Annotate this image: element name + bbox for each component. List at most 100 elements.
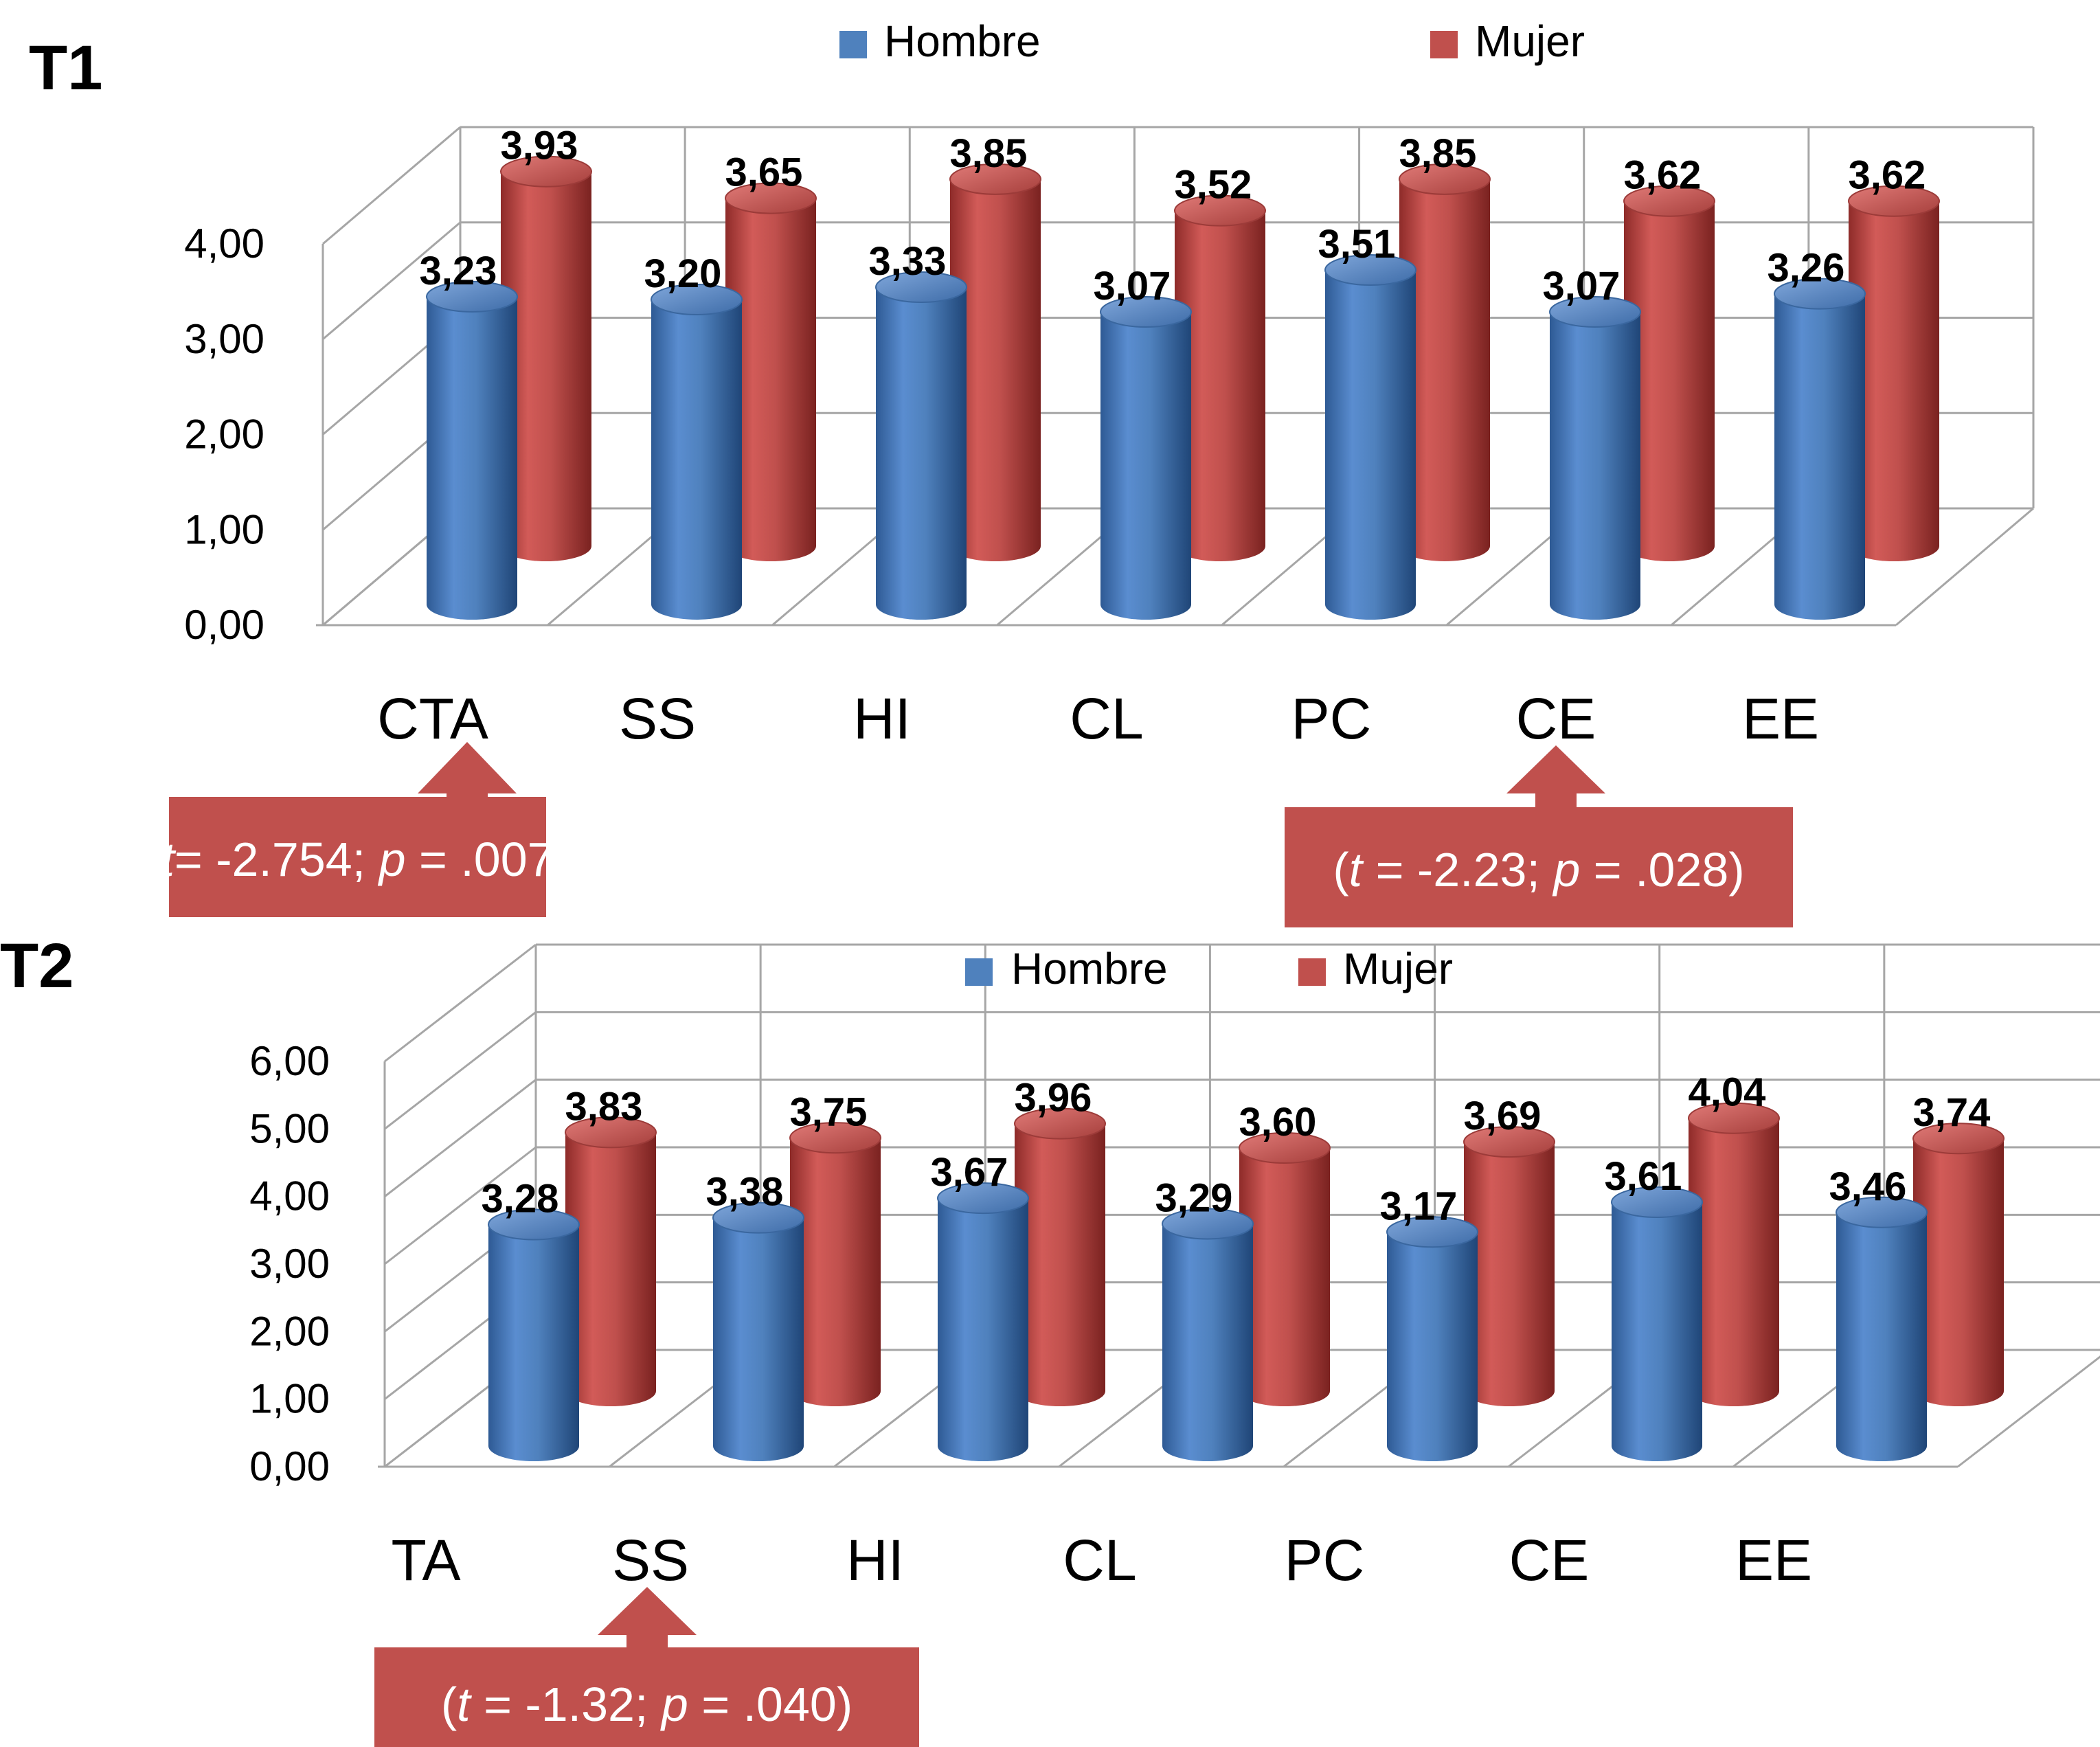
bar-top: [1688, 1102, 1780, 1134]
data-label-hombre: 3,26: [1768, 246, 1845, 291]
bar-top: [1836, 1196, 1928, 1228]
bar-body: [876, 286, 967, 620]
up-arrow-icon: [1506, 745, 1605, 809]
panel-label-t1: T1: [29, 33, 102, 103]
data-label-hombre: 3,17: [1380, 1184, 1458, 1228]
data-label-hombre: 3,07: [1543, 264, 1621, 308]
data-label-hombre: 3,23: [420, 249, 497, 293]
annotation-text: (t = -2.23; p = .028): [1333, 843, 1744, 897]
data-label-mujer: 3,83: [565, 1084, 643, 1129]
bar-hombre: [1324, 253, 1416, 620]
bar-body: [1175, 210, 1265, 561]
y-tick-label: 3,00: [249, 1241, 330, 1287]
annotation-text: (t= -2.754; p = .007): [145, 833, 570, 886]
bar-body: [651, 300, 742, 620]
bar-body: [1836, 1212, 1927, 1461]
bar-body: [1464, 1142, 1555, 1406]
bar-top: [565, 1116, 657, 1149]
bar-body: [1325, 269, 1416, 620]
bar-top: [1549, 296, 1641, 328]
data-label-hombre: 3,07: [1094, 264, 1171, 308]
bar-top: [1399, 163, 1491, 195]
bar-body: [1550, 312, 1640, 620]
legend-label-hombre: Hombre: [1011, 944, 1168, 993]
data-label-mujer: 3,62: [1624, 153, 1702, 198]
data-label-mujer: 3,74: [1913, 1090, 1991, 1135]
data-label-mujer: 4,04: [1689, 1070, 1766, 1115]
legend-label-mujer: Mujer: [1343, 944, 1453, 993]
bar-body: [1624, 201, 1715, 562]
bar-body: [938, 1198, 1028, 1461]
x-axis-t2: TA SS HI CL PC CE EE: [391, 1528, 1812, 1592]
bar-top: [725, 182, 817, 214]
data-label-mujer: 3,52: [1175, 163, 1252, 207]
bar-mujer: [1848, 185, 1940, 562]
data-label-mujer: 3,62: [1849, 153, 1926, 198]
legend-t1: Hombre Mujer: [839, 16, 1585, 66]
floor-line: [1895, 507, 2034, 627]
bar-body: [790, 1138, 881, 1406]
bar-top: [1623, 185, 1715, 217]
bar-mujer: [1463, 1126, 1555, 1406]
x-category-label: CL: [1070, 686, 1143, 751]
bar-hombre: [1386, 1216, 1478, 1461]
y-tick-label: 2,00: [184, 412, 264, 458]
bar-body: [1689, 1118, 1779, 1406]
annotations-t1: (t= -2.754; p = .007) (t = -2.23; p = .02…: [145, 742, 1793, 927]
bar-mujer: [725, 182, 817, 561]
bar-mujer: [1623, 185, 1715, 562]
bar-top: [651, 284, 743, 315]
up-arrow-icon: [418, 742, 517, 798]
bars-t1: [426, 155, 1940, 620]
bar-body: [1774, 293, 1865, 620]
bar-top: [789, 1122, 881, 1154]
floor-line: [1957, 1355, 2100, 1468]
data-label-hombre: 3,61: [1605, 1154, 1682, 1199]
bar-hombre: [937, 1182, 1029, 1461]
bar-hombre: [1611, 1186, 1703, 1461]
data-label-mujer: 3,65: [725, 150, 803, 195]
x-category-label: SS: [612, 1528, 689, 1592]
bar-top: [937, 1182, 1029, 1215]
y-tick-label: 0,00: [184, 602, 264, 648]
y-tick-label: 5,00: [249, 1105, 330, 1151]
data-label-mujer: 3,85: [1399, 131, 1477, 176]
annotation-box: [1285, 807, 1793, 927]
side-gridline: [384, 1146, 537, 1265]
bar-top: [1611, 1186, 1703, 1219]
bar-hombre: [875, 271, 967, 620]
side-gridline: [384, 1079, 537, 1197]
y-tick-label: 0,00: [249, 1443, 330, 1489]
data-label-hombre: 3,20: [644, 251, 722, 296]
panel-label-t2: T2: [0, 931, 74, 1001]
data-label-mujer: 3,69: [1464, 1094, 1542, 1138]
bar-body: [950, 179, 1041, 561]
annotation-callout: (t = -1.32; p = .040): [374, 1587, 919, 1747]
data-label-hombre: 3,29: [1155, 1175, 1233, 1220]
bar-top: [1386, 1216, 1478, 1248]
y-axis-t1: 0,00 1,00 2,00 3,00 4,00: [184, 221, 264, 648]
legend-swatch-mujer: [1430, 31, 1458, 58]
bar-hombre: [1549, 296, 1641, 620]
x-category-label: EE: [1742, 686, 1819, 751]
bar-top: [1239, 1132, 1331, 1164]
annotation-box: [374, 1647, 919, 1747]
x-category-label: PC: [1285, 1528, 1365, 1592]
bar-top: [1324, 253, 1416, 286]
x-category-label: SS: [619, 686, 696, 751]
x-category-label: HI: [846, 1528, 904, 1592]
data-labels-t1: 3,93 3,65 3,85 3,52 3,85 3,62 3,62 3,23 3,20 3,33…: [420, 124, 1926, 308]
bar-body: [1612, 1202, 1702, 1461]
side-gridline: [384, 1011, 537, 1130]
data-label-hombre: 3,51: [1318, 222, 1396, 267]
data-label-mujer: 3,60: [1239, 1100, 1317, 1145]
bar-hombre: [1162, 1208, 1254, 1461]
data-label-mujer: 3,75: [790, 1090, 868, 1134]
bar-mujer: [1912, 1123, 2005, 1406]
bar-top: [1174, 194, 1266, 227]
data-label-mujer: 3,96: [1015, 1076, 1092, 1120]
bar-body: [1239, 1148, 1330, 1406]
side-gridline: [384, 943, 537, 1063]
y-tick-label: 4,00: [184, 221, 264, 267]
